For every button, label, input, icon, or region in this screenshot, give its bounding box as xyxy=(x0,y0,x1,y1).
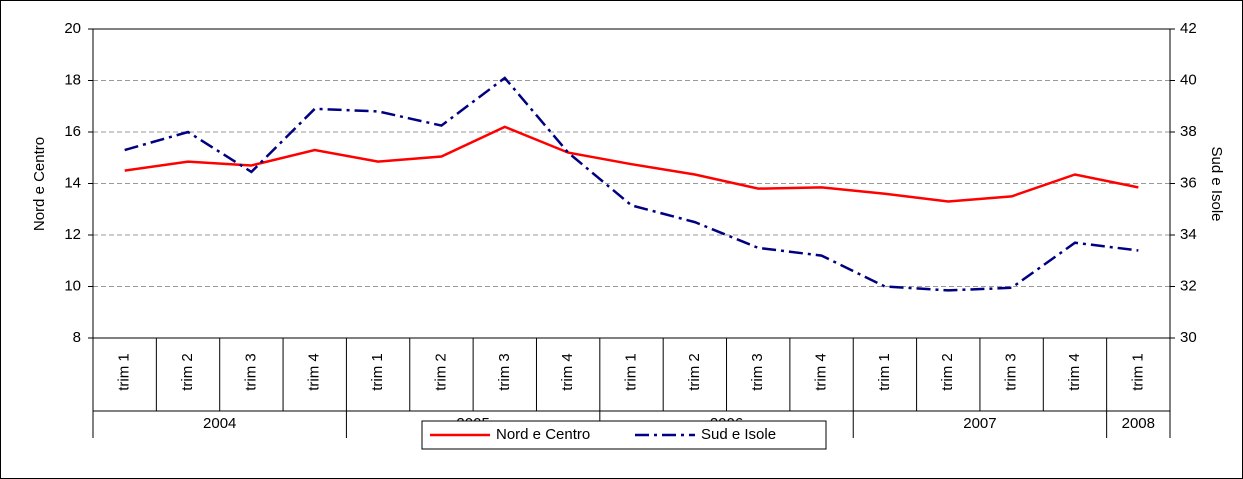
x-tick-label: trim 2 xyxy=(939,353,956,391)
x-tick-label: trim 2 xyxy=(686,353,703,391)
y2-tick-label: 38 xyxy=(1180,123,1197,140)
x-tick-label: trim 4 xyxy=(559,353,576,391)
y2-tick-label: 42 xyxy=(1180,20,1197,37)
x-tick-label: trim 2 xyxy=(179,353,196,391)
x-tick-label: trim 1 xyxy=(1129,353,1146,391)
x-tick-label: trim 1 xyxy=(622,353,639,391)
y-tick-label: 10 xyxy=(64,277,81,294)
plot-area xyxy=(92,28,1171,339)
y2-tick-label: 30 xyxy=(1180,329,1197,346)
group-label: 2008 xyxy=(1122,415,1155,432)
x-tick-label: trim 3 xyxy=(749,353,766,391)
group-label: 2004 xyxy=(203,415,236,432)
y2-tick-label: 40 xyxy=(1180,71,1197,88)
y-tick-label: 20 xyxy=(64,20,81,37)
series-line xyxy=(124,76,1139,292)
y-tick-label: 16 xyxy=(64,123,81,140)
x-tick-label: trim 2 xyxy=(432,353,449,391)
y-tick-label: 12 xyxy=(64,226,81,243)
y2-tick-label: 34 xyxy=(1180,226,1197,243)
x-tick-label: trim 4 xyxy=(813,353,830,391)
x-tick-label: trim 4 xyxy=(306,353,323,391)
y2-axis-label: Sud e Isole xyxy=(1208,146,1225,221)
y-tick-label: 14 xyxy=(64,174,81,191)
y-tick-label: 18 xyxy=(64,71,81,88)
y2-tick-label: 36 xyxy=(1180,174,1197,191)
series-line xyxy=(124,125,1139,203)
x-tick-label: trim 3 xyxy=(242,353,259,391)
x-tick-label: trim 1 xyxy=(876,353,893,391)
legend-label: Sud e Isole xyxy=(701,426,776,443)
x-tick-label: trim 1 xyxy=(369,353,386,391)
y-axis-label: Nord e Centro xyxy=(31,137,48,231)
group-label: 2007 xyxy=(963,415,996,432)
y-tick-label: 8 xyxy=(73,329,81,346)
x-tick-label: trim 1 xyxy=(116,353,133,391)
x-tick-label: trim 4 xyxy=(1066,353,1083,391)
legend-label: Nord e Centro xyxy=(496,426,590,443)
y2-tick-label: 32 xyxy=(1180,277,1197,294)
x-tick-label: trim 3 xyxy=(496,353,513,391)
x-tick-label: trim 3 xyxy=(1003,353,1020,391)
